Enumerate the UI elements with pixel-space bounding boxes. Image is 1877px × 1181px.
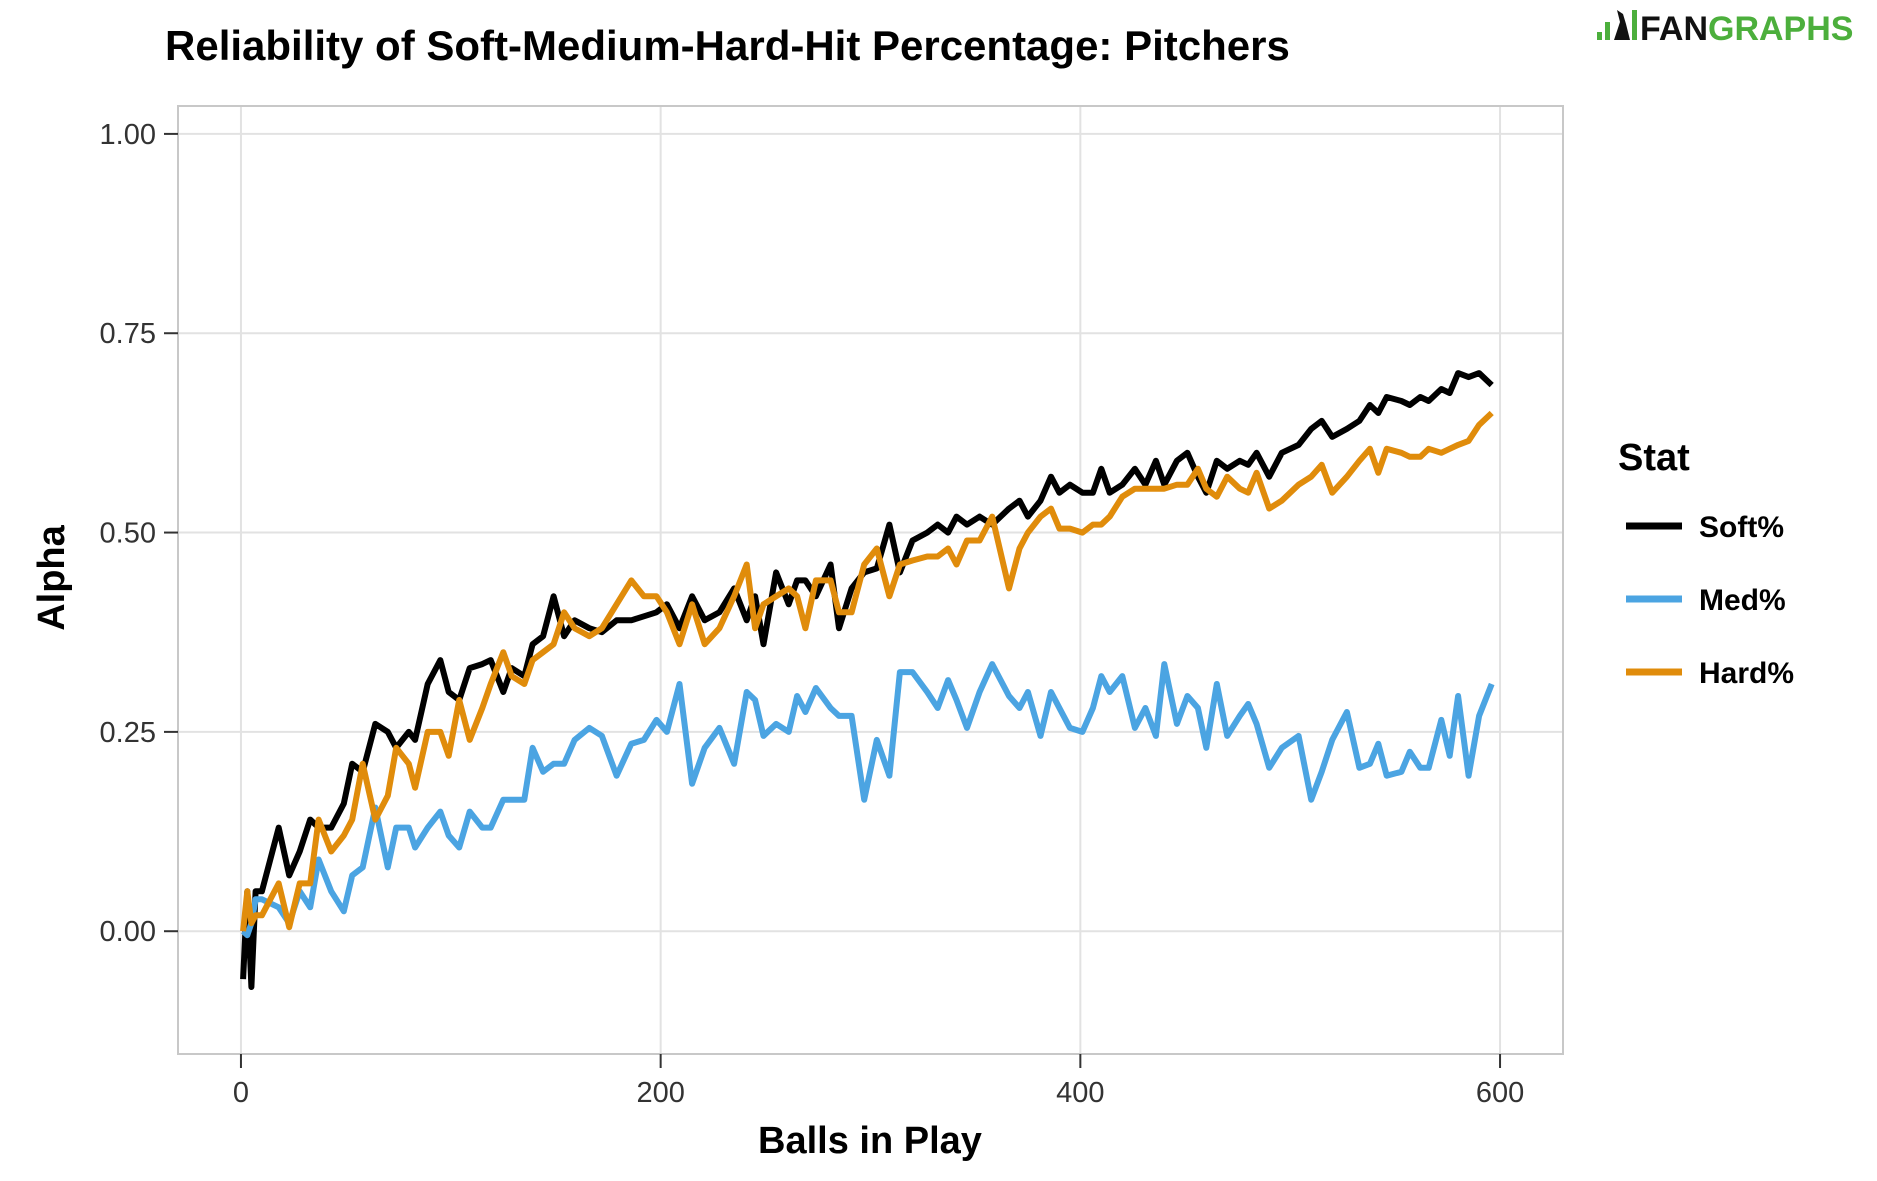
fangraphs-logo: FANGRAPHS [1597,10,1853,48]
x-tick-label: 600 [1476,1077,1524,1109]
panel-border [177,105,1564,1055]
x-axis: 0 200 400 600 [233,1054,1524,1109]
x-tick-label: 400 [1056,1077,1104,1109]
legend: Stat Soft% Med% Hard% [1618,437,1794,690]
series-lines [240,370,1495,990]
chart-title: Reliability of Soft-Medium-Hard-Hit Perc… [165,22,1290,69]
legend-label: Hard% [1699,657,1794,690]
y-tick-label: 0.00 [100,916,156,948]
grid [178,106,1563,1054]
logo-bar [1632,10,1637,40]
y-tick-label: 0.25 [100,717,156,749]
series-line-hard [240,410,1494,932]
logo-bar [1597,32,1602,40]
y-axis: 0.00 0.25 0.50 0.75 1.00 [100,119,178,948]
y-axis-title: Alpha [31,524,73,630]
series-line-soft [240,370,1494,990]
x-axis-title: Balls in Play [758,1120,982,1162]
y-tick-label: 1.00 [100,119,156,151]
legend-label: Soft% [1699,511,1784,544]
legend-label: Med% [1699,584,1786,617]
x-tick-label: 0 [233,1077,249,1109]
y-tick-label: 0.75 [100,318,156,350]
logo-batter-icon [1614,10,1630,40]
series-line-med [241,661,1495,939]
legend-title: Stat [1618,437,1690,479]
logo-text: FANGRAPHS [1640,10,1853,48]
logo-bar [1605,22,1610,40]
x-tick-label: 200 [636,1077,684,1109]
y-tick-label: 0.50 [100,518,156,550]
